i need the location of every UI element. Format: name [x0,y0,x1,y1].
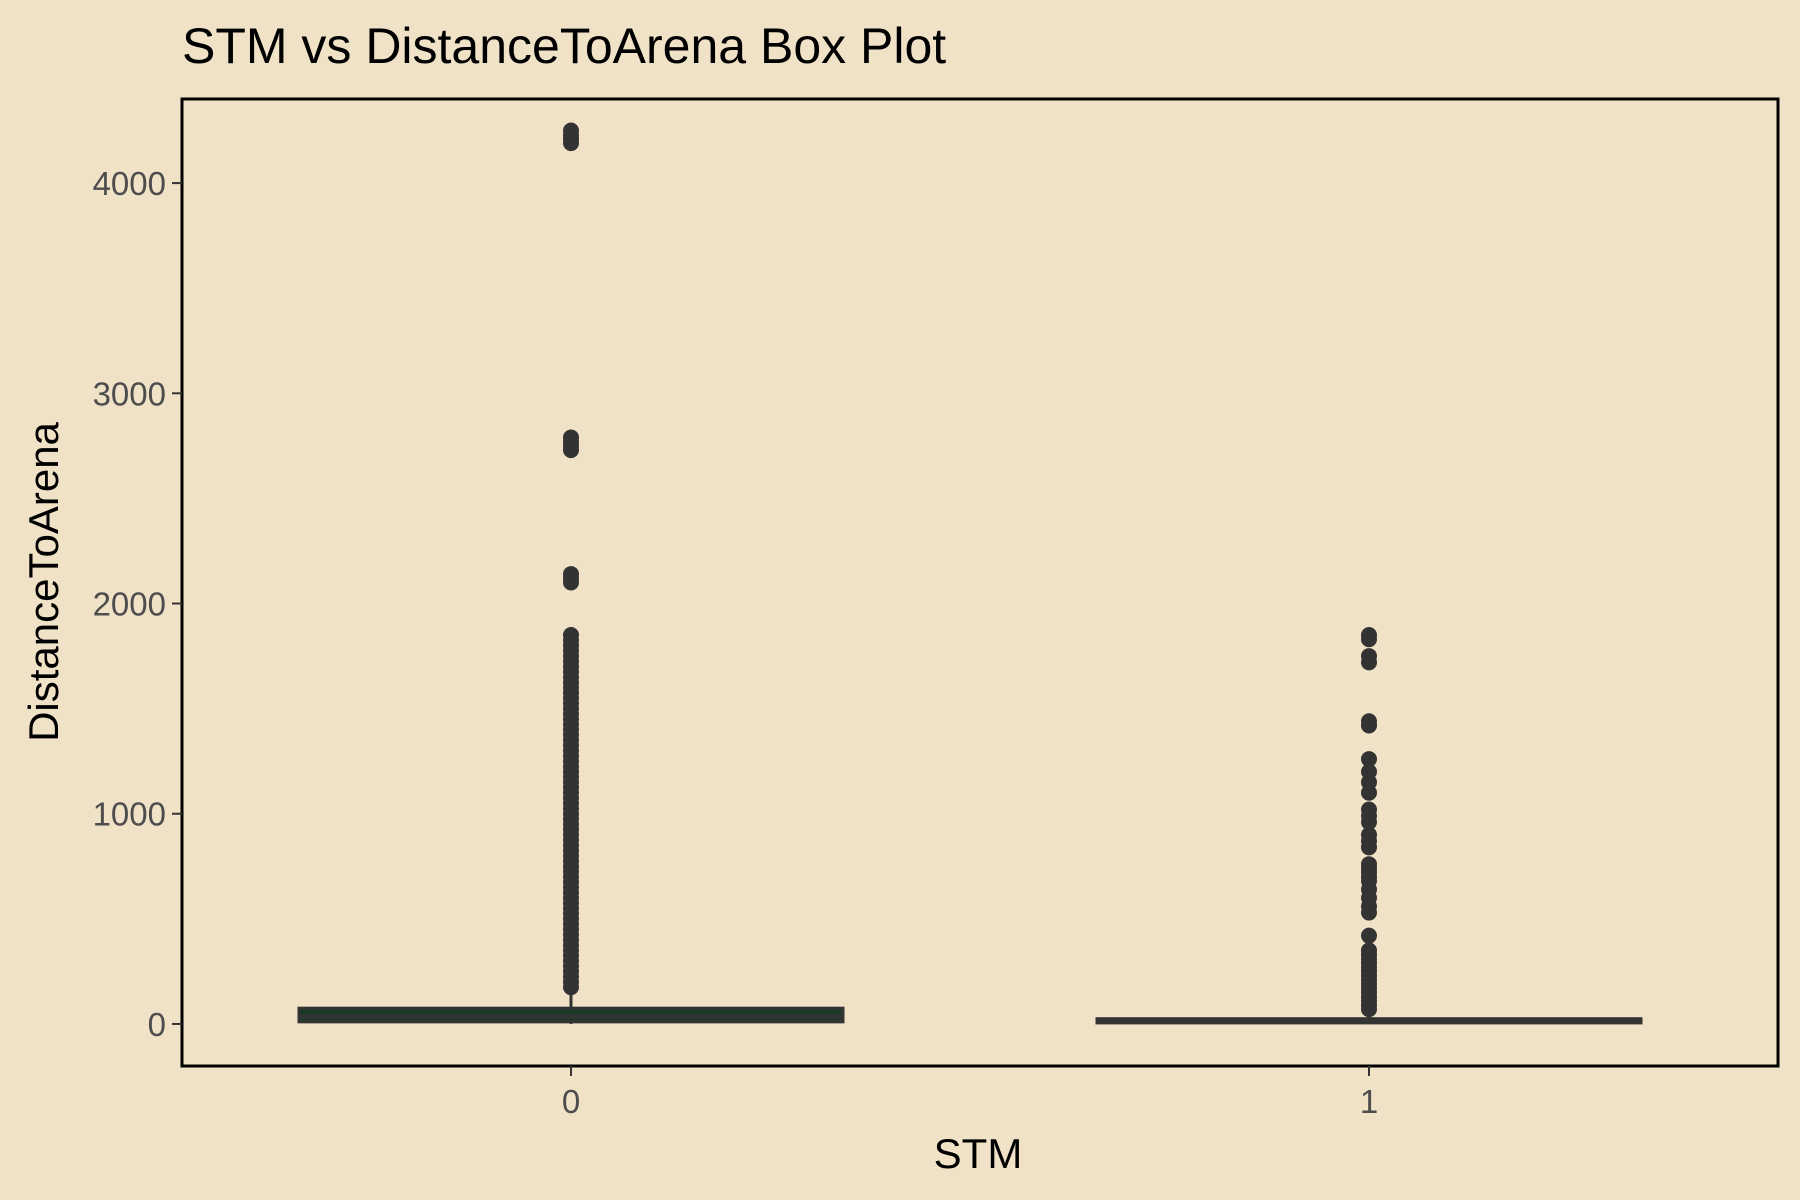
y-axis-title: DistanceToArena [20,421,67,741]
outlier-point [563,429,579,446]
y-tick-label: 4000 [93,165,166,202]
y-tick-label: 2000 [93,586,166,623]
plot-panel [180,97,1780,1068]
outlier-point [1361,763,1377,780]
chart-title: STM vs DistanceToArena Box Plot [182,18,946,74]
box-group-0 [297,122,845,1024]
y-tick-label: 1000 [93,796,166,833]
outlier-point [1361,648,1377,665]
outlier-point [563,122,579,139]
box-plot-marks [297,122,1643,1025]
outlier-point [1361,627,1377,644]
box-group-1 [1095,627,1643,1025]
y-tick-label: 0 [148,1006,166,1043]
x-tick-label: 1 [1360,1083,1378,1120]
y-axis: 0 1000 2000 3000 4000 [93,165,182,1043]
x-tick-label: 0 [562,1083,580,1120]
outlier-point [1361,751,1377,768]
panel-border [180,97,1780,1068]
outlier-point [1361,927,1377,944]
outlier-point [1361,801,1377,818]
y-tick-label: 3000 [93,375,166,412]
outlier-point [1361,826,1377,843]
outlier-point [1361,942,1377,959]
outlier-point [1361,713,1377,730]
outlier-point [563,627,579,644]
x-axis-title: STM [934,1130,1023,1177]
outlier-point [1361,856,1377,873]
outlier-point [563,566,579,583]
